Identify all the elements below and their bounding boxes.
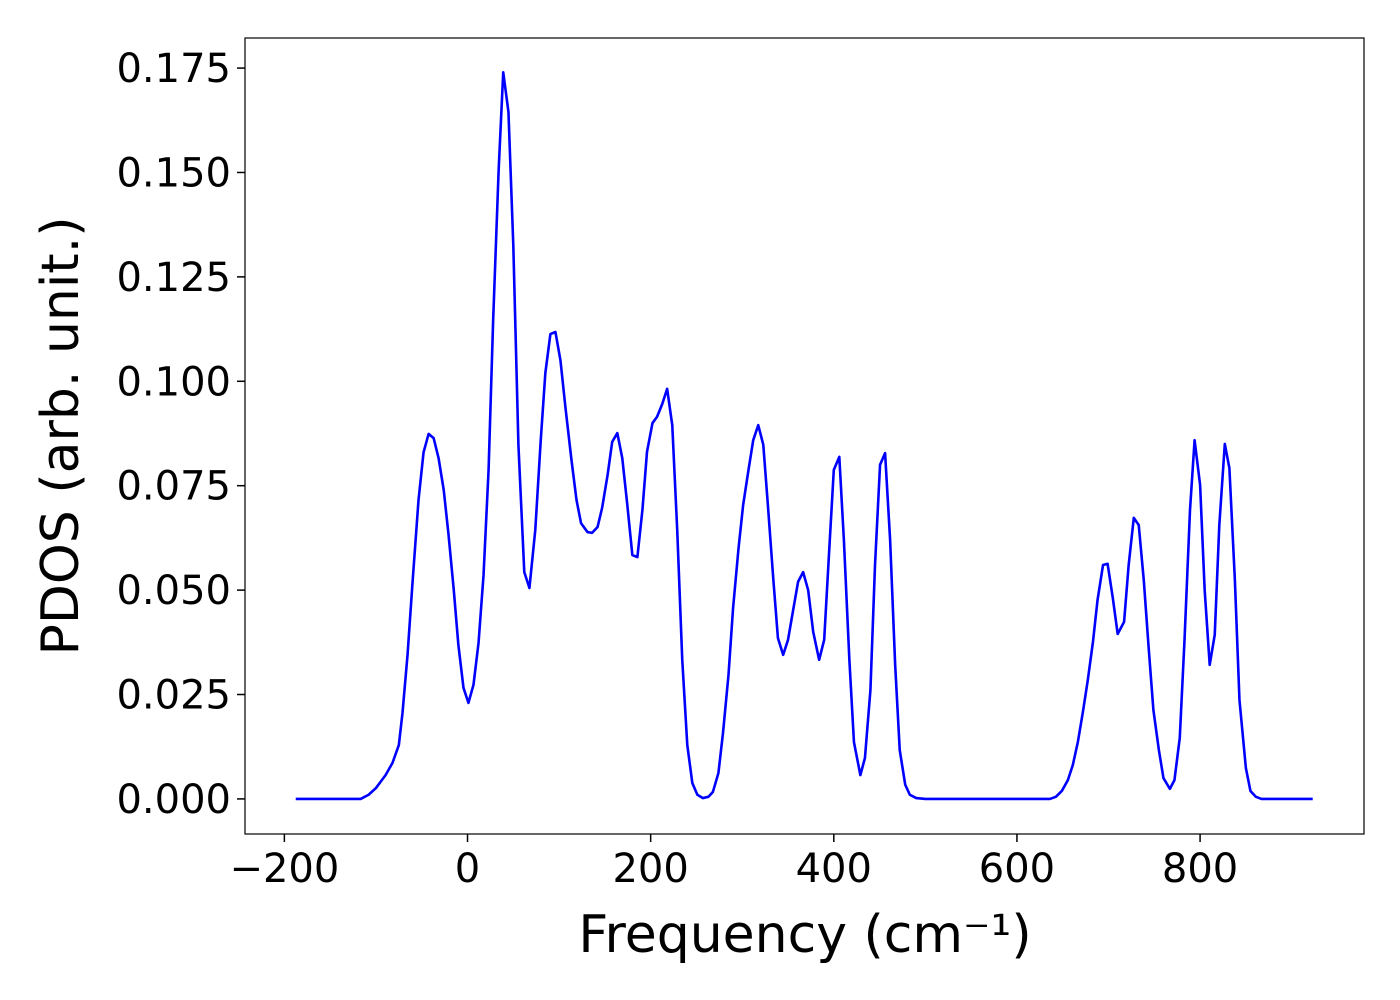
x-tick-label: 400 <box>796 846 872 892</box>
x-axis-label: Frequency (cm⁻¹) <box>578 905 1031 965</box>
y-tick-label: 0.175 <box>116 46 231 92</box>
y-tick-label: 0.000 <box>116 777 231 823</box>
plot-frame <box>244 37 1365 835</box>
y-tick-label: 0.100 <box>116 359 231 405</box>
y-tick-label: 0.075 <box>116 464 231 510</box>
line <box>295 70 1313 801</box>
x-tick-label: 800 <box>1162 846 1238 892</box>
x-tick-label: −200 <box>229 846 339 892</box>
y-tick-label: 0.025 <box>116 673 231 719</box>
y-tick-label: 0.125 <box>116 255 231 301</box>
y-axis-label: PDOS (arb. unit.) <box>31 216 91 655</box>
y-tick-label: 0.150 <box>116 150 231 196</box>
x-tick-label: 0 <box>455 846 480 892</box>
x-tick-label: 600 <box>979 846 1055 892</box>
y-tick-label: 0.050 <box>116 568 231 614</box>
x-tick-label: 200 <box>612 846 688 892</box>
